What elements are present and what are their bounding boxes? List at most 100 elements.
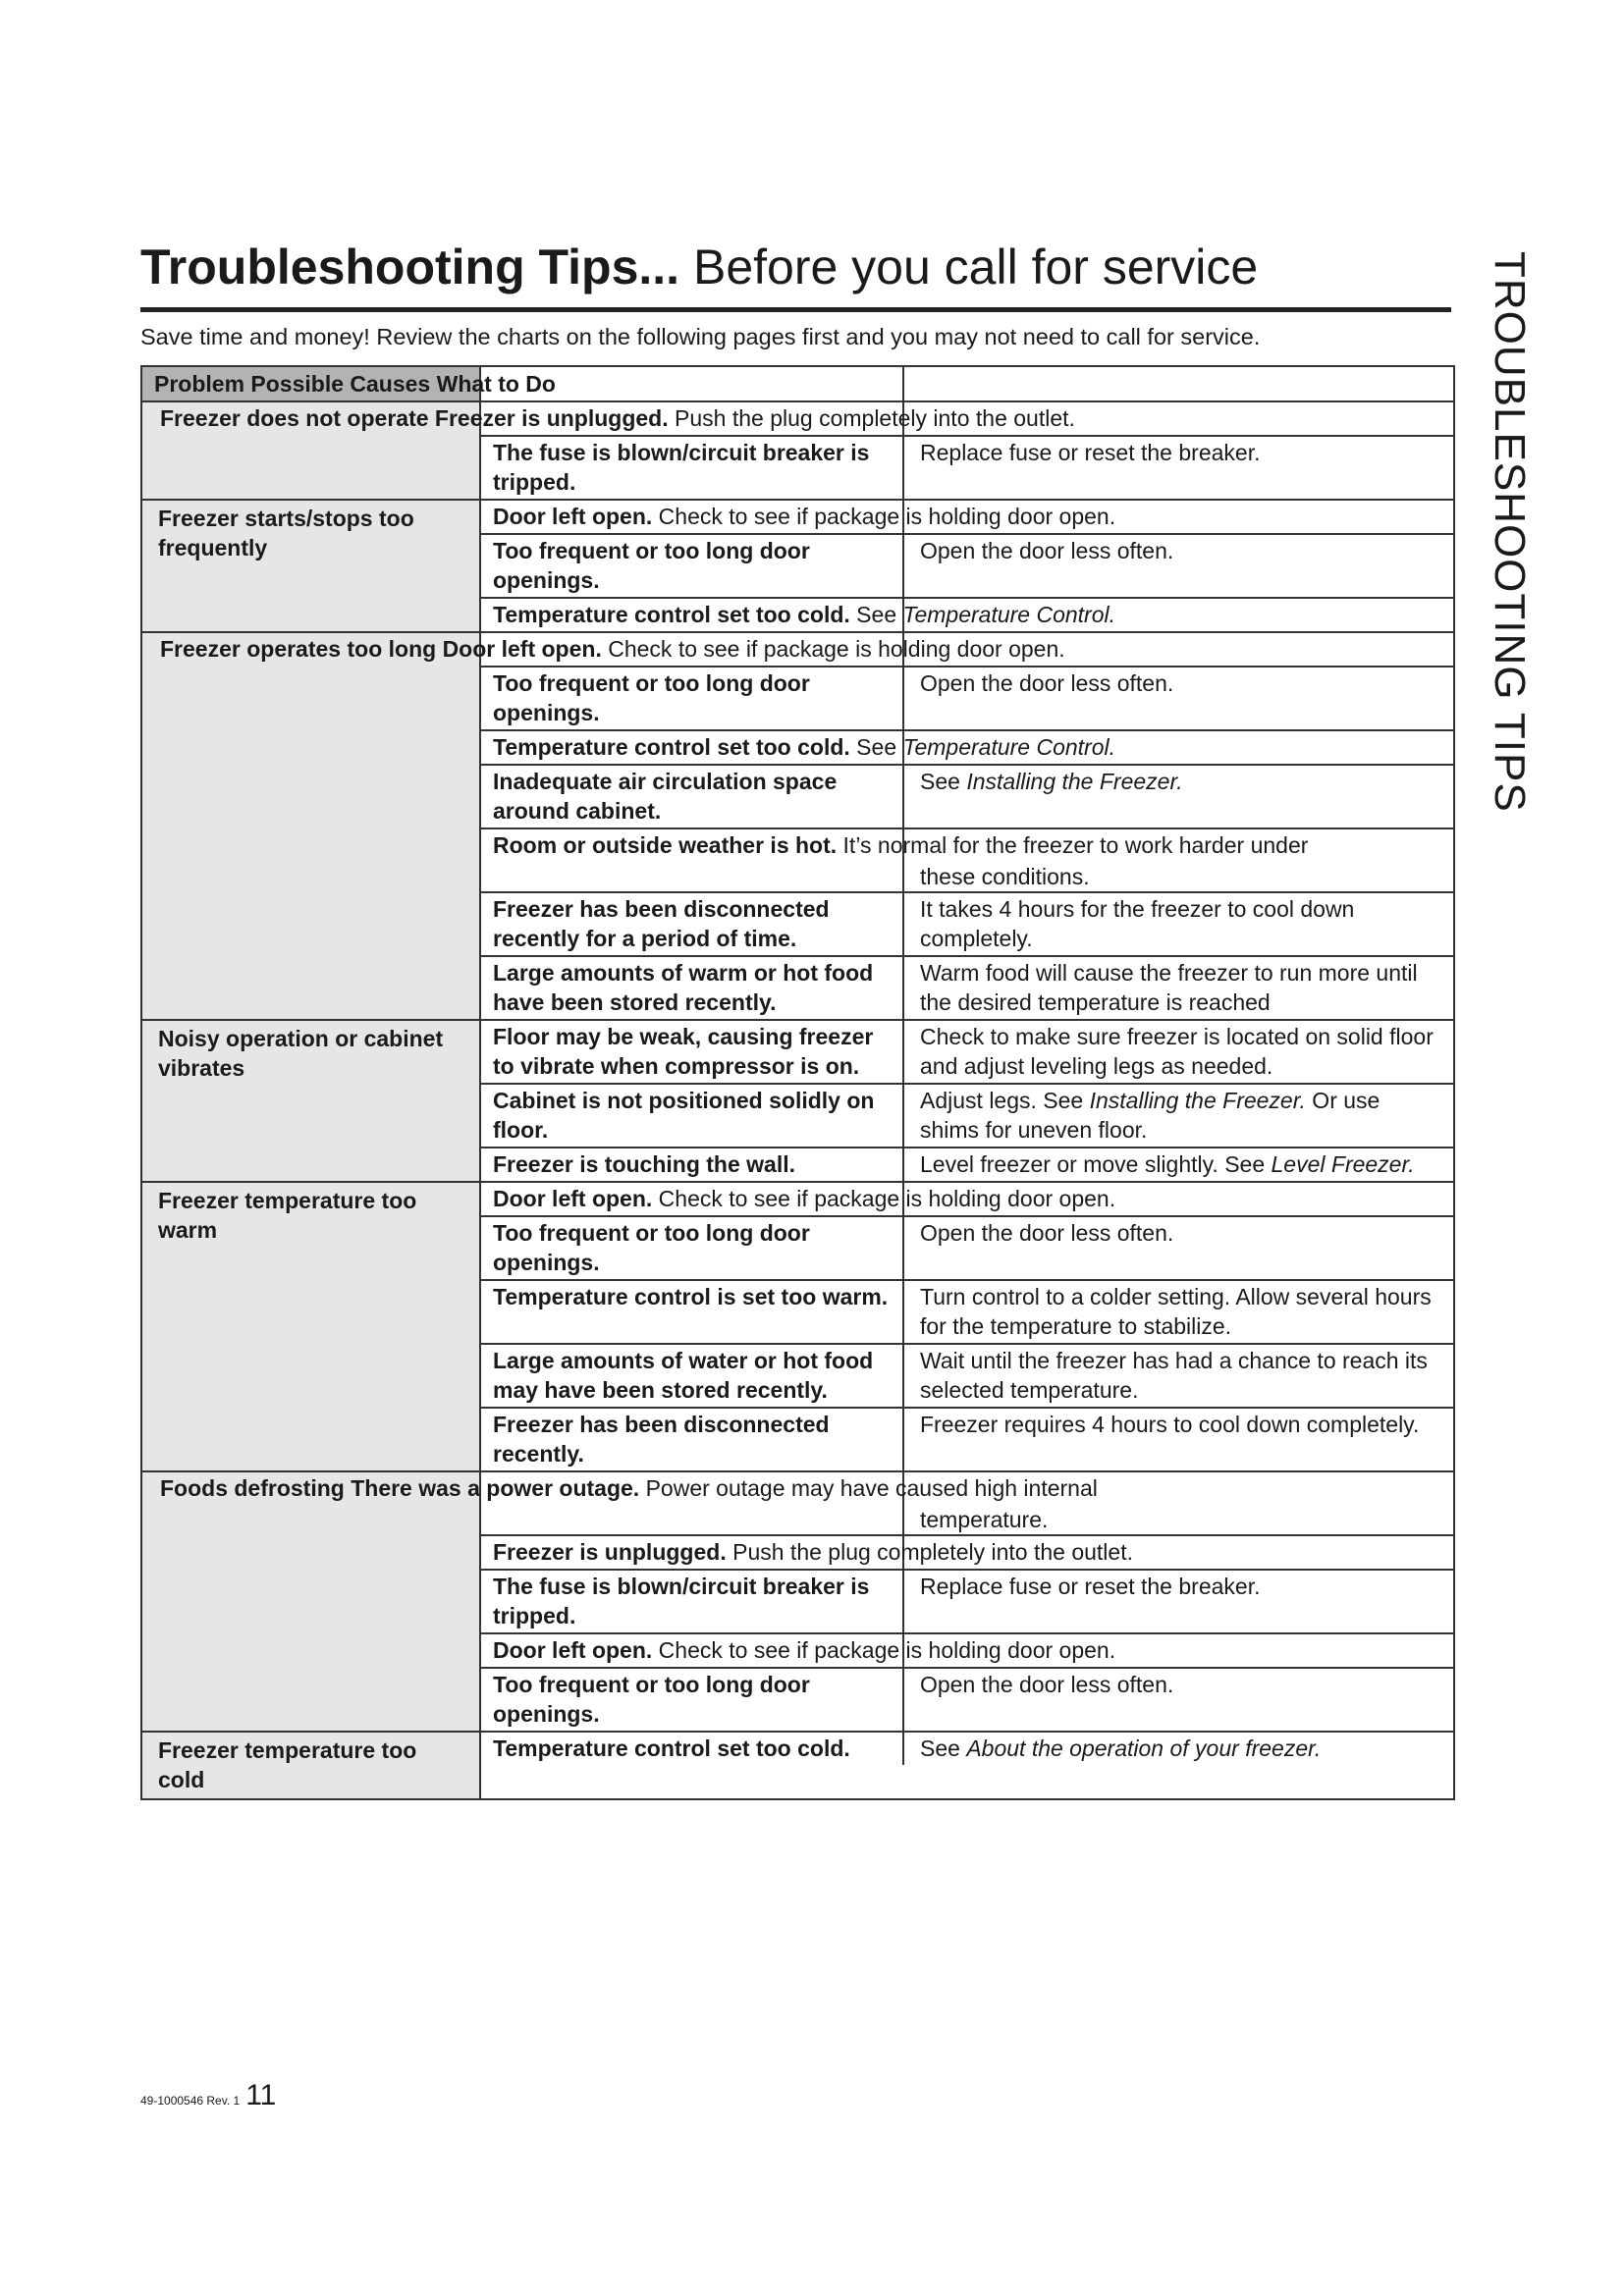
- spanning-text: Temperature control set too cold. See Te…: [481, 599, 1453, 631]
- spanning-text: Room or outside weather is hot. It’s nor…: [481, 829, 1453, 862]
- action-text: Open the door less often.: [920, 1220, 1174, 1246]
- problem-cell: [142, 402, 479, 499]
- action-text: It’s normal for the freezer to work hard…: [837, 832, 1309, 858]
- action-text: See: [849, 602, 903, 627]
- side-tab-label: TROUBLESHOOTING TIPS: [1486, 251, 1534, 813]
- action-cell: Turn control to a colder setting. Allow …: [904, 1281, 1453, 1343]
- row-content: Door left open. Check to see if package …: [481, 501, 1453, 533]
- action-cell: See About the operation of your freezer.: [904, 1733, 1453, 1765]
- table-row: Too frequent or too long door openings. O…: [481, 1669, 1453, 1731]
- action-text: Push the plug completely into the outlet…: [726, 1539, 1133, 1565]
- table-row: Temperature control set too cold. See Te…: [481, 731, 1453, 766]
- action-text: See: [920, 1735, 967, 1761]
- action-text: Replace fuse or reset the breaker.: [920, 440, 1261, 465]
- table-row: Door left open. Check to see if package …: [481, 1183, 1453, 1217]
- action-cell: Freezer requires 4 hours to cool down co…: [904, 1409, 1453, 1470]
- cause-text: Too frequent or too long door openings.: [493, 538, 810, 593]
- problem-label: Noisy operation or cabinet vibrates: [158, 1026, 444, 1081]
- spanning-text: Freezer does not operate Freezer is unpl…: [144, 402, 1453, 435]
- cause-text: Door left open.: [493, 1186, 653, 1211]
- document-code: 49-1000546 Rev. 1: [140, 2094, 241, 2108]
- cause-text: Floor may be weak, causing freezer to vi…: [493, 1024, 874, 1079]
- action-cell: Replace fuse or reset the breaker.: [904, 437, 1453, 499]
- action-text: Check to see if package is holding door …: [601, 636, 1065, 662]
- action-text: Wait until the freezer has had a chance …: [920, 1348, 1428, 1403]
- action-text: Check to make sure freezer is located on…: [920, 1024, 1434, 1079]
- cause-text: Door left open.: [442, 636, 602, 662]
- cause-text: Too frequent or too long door openings.: [493, 670, 810, 725]
- table-header-label: Problem Possible Causes What to Do: [142, 367, 556, 400]
- row-content: Temperature control set too cold. See Te…: [481, 731, 1453, 764]
- action-cell: Level freezer or move slightly. See Leve…: [904, 1148, 1453, 1181]
- table-row: Floor may be weak, causing freezer to vi…: [481, 1021, 1453, 1085]
- action-text: temperature.: [920, 1507, 1049, 1532]
- table-row: Freezer is unplugged. Push the plug comp…: [481, 1536, 1453, 1571]
- intro-text: Save time and money! Review the charts o…: [140, 324, 1261, 349]
- problem-group: Freezer temperature too warm Door left op…: [142, 1183, 1453, 1472]
- cause-text: Inadequate air circulation space around …: [493, 769, 838, 824]
- page-title: Troubleshooting Tips... Before you call …: [140, 240, 1259, 294]
- table-row: The fuse is blown/circuit breaker is tri…: [481, 1571, 1453, 1634]
- action-text: Check to see if package is holding door …: [652, 504, 1116, 529]
- cause-text: Freezer is unplugged.: [434, 405, 669, 431]
- causes-list: Foods defrosting There was a power outag…: [160, 1472, 1453, 1731]
- causes-list: Freezer operates too long Door left open…: [160, 633, 1453, 1019]
- problem-group: Freezer does not operate Freezer is unpl…: [142, 402, 1453, 501]
- problem-cell: [142, 633, 479, 1019]
- cause-text: Freezer is touching the wall.: [493, 1151, 796, 1177]
- action-text: Open the door less often.: [920, 670, 1174, 696]
- table-row: Door left open. Check to see if package …: [481, 501, 1453, 535]
- causes-list: Door left open. Check to see if package …: [479, 501, 1453, 631]
- troubleshooting-table: Problem Possible Causes What to Do Freez…: [140, 365, 1455, 1800]
- action-text: Open the door less often.: [920, 538, 1174, 563]
- action-text: Power outage may have caused high intern…: [639, 1475, 1098, 1501]
- action-text: Replace fuse or reset the breaker.: [920, 1574, 1261, 1599]
- problem-label: Freezer starts/stops too frequently: [158, 506, 414, 561]
- cause-text: Freezer has been disconnected recently f…: [493, 896, 830, 951]
- row-content: Freezer does not operate Freezer is unpl…: [160, 402, 1453, 435]
- row-content: Freezer is unplugged. Push the plug comp…: [481, 1536, 1453, 1569]
- spanning-text: Door left open. Check to see if package …: [481, 1183, 1453, 1215]
- action-text: It takes 4 hours for the freezer to cool…: [920, 896, 1355, 951]
- causes-list: Floor may be weak, causing freezer to vi…: [479, 1021, 1453, 1181]
- table-row: Freezer has been disconnected recently. F…: [481, 1409, 1453, 1470]
- action-text: Level freezer or move slightly. See: [920, 1151, 1272, 1177]
- action-reference: Installing the Freezer.: [966, 769, 1183, 794]
- cause-text: Door left open.: [493, 504, 653, 529]
- action-continuation: temperature.: [481, 1505, 1453, 1534]
- cause-text: The fuse is blown/circuit breaker is tri…: [493, 1574, 870, 1629]
- cause-text: The fuse is blown/circuit breaker is tri…: [493, 440, 870, 495]
- table-row: Large amounts of water or hot food may h…: [481, 1345, 1453, 1409]
- table-row: Freezer has been disconnected recently f…: [481, 893, 1453, 957]
- action-text: Adjust legs. See: [920, 1088, 1090, 1113]
- action-cell: Warm food will cause the freezer to run …: [904, 957, 1453, 1019]
- action-continuation: these conditions.: [481, 862, 1453, 891]
- table-row: Room or outside weather is hot. It’s nor…: [481, 829, 1453, 893]
- spanning-text: Freezer is unplugged. Push the plug comp…: [481, 1536, 1453, 1569]
- table-row: Too frequent or too long door openings. O…: [481, 667, 1453, 731]
- action-cell: Open the door less often.: [904, 667, 1453, 729]
- row-content: Temperature control set too cold. See Te…: [481, 599, 1453, 631]
- action-text: Freezer requires 4 hours to cool down co…: [920, 1412, 1420, 1437]
- problem-group: Freezer starts/stops too frequently Door …: [142, 501, 1453, 633]
- problem-group: Foods defrosting There was a power outag…: [142, 1472, 1453, 1733]
- cause-text: Freezer has been disconnected recently.: [493, 1412, 830, 1467]
- table-row: The fuse is blown/circuit breaker is tri…: [481, 437, 1453, 499]
- table-header: Problem Possible Causes What to Do: [142, 367, 1453, 402]
- cause-text: Door left open.: [493, 1637, 653, 1663]
- title-rule: [140, 307, 1451, 312]
- problem-cell: Freezer starts/stops too frequently: [142, 501, 479, 631]
- row-content: Foods defrosting There was a power outag…: [160, 1472, 1453, 1534]
- cause-text: There was a power outage.: [351, 1475, 640, 1501]
- action-text: Or use shims for uneven floor.: [920, 1088, 1380, 1143]
- action-cell: Open the door less often.: [904, 535, 1453, 597]
- action-cell: Open the door less often.: [904, 1217, 1453, 1279]
- cause-text: Temperature control set too cold.: [493, 1735, 850, 1761]
- table-row: Foods defrosting There was a power outag…: [160, 1472, 1453, 1536]
- spanning-text: Freezer operates too long Door left open…: [144, 633, 1453, 666]
- table-row: Freezer operates too long Door left open…: [160, 633, 1453, 667]
- action-cell: It takes 4 hours for the freezer to cool…: [904, 893, 1453, 955]
- problem-label: Freezer temperature too warm: [158, 1188, 417, 1243]
- row-content: Freezer operates too long Door left open…: [160, 633, 1453, 666]
- table-row: Inadequate air circulation space around …: [481, 766, 1453, 829]
